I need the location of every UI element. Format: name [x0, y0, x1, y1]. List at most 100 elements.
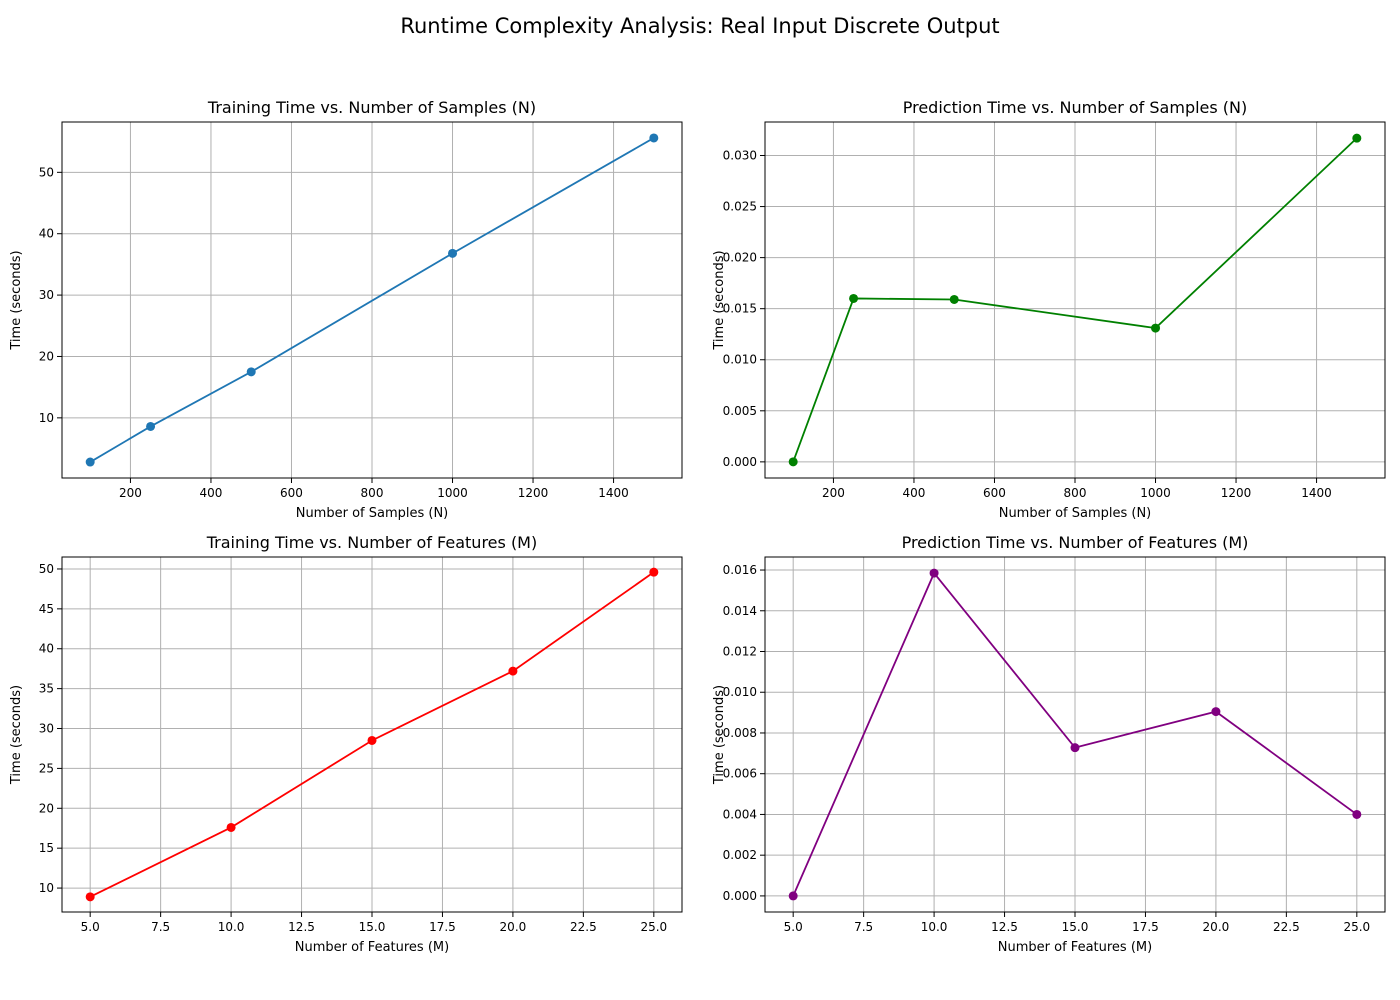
- x-tick-label: 25.0: [1343, 920, 1370, 934]
- data-point: [246, 367, 256, 377]
- chart-title: Training Time vs. Number of Samples (N): [207, 98, 536, 117]
- y-tick-label: 0.008: [723, 726, 757, 740]
- y-tick-label: 40: [39, 227, 54, 241]
- x-tick-label: 20.0: [500, 920, 527, 934]
- data-point: [85, 892, 95, 902]
- data-point: [448, 248, 458, 258]
- chart-title: Training Time vs. Number of Features (M): [206, 533, 537, 552]
- y-tick-label: 0.006: [723, 767, 757, 781]
- x-tick-label: 5.0: [81, 920, 100, 934]
- x-tick-label: 17.5: [429, 920, 456, 934]
- x-tick-label: 12.5: [991, 920, 1018, 934]
- data-point: [649, 133, 659, 143]
- x-tick-label: 7.5: [854, 920, 873, 934]
- data-point: [508, 666, 518, 676]
- chart-panel-1: 200 400 600 800 1000 1200 1400 10 20 30 40 50 Traini…: [9, 98, 683, 521]
- x-tick-label: 200: [822, 486, 845, 500]
- x-tick-label: 400: [200, 486, 223, 500]
- chart-title: Prediction Time vs. Number of Features (…: [902, 533, 1249, 552]
- data-point: [788, 457, 798, 467]
- y-tick-label: 30: [39, 288, 54, 302]
- chart-title: Prediction Time vs. Number of Samples (N…: [903, 98, 1248, 117]
- data-point: [1352, 133, 1362, 143]
- axes-frame: [61, 556, 683, 913]
- x-tick-label: 800: [361, 486, 384, 500]
- x-tick-label: 1400: [598, 486, 629, 500]
- y-tick-label: 20: [39, 349, 54, 363]
- y-tick-label: 10: [39, 881, 54, 895]
- x-tick-label: 12.5: [288, 920, 315, 934]
- y-tick-label: 0.020: [723, 251, 757, 265]
- x-tick-label: 10.0: [218, 920, 245, 934]
- x-tick-label: 17.5: [1132, 920, 1159, 934]
- y-tick-label: 40: [39, 642, 54, 656]
- axes-frame: [764, 556, 1386, 913]
- y-axis-label: Time (seconds): [712, 685, 727, 785]
- y-tick-label: 0.030: [723, 148, 757, 162]
- y-tick-label: 0.025: [723, 200, 757, 214]
- y-tick-label: 30: [39, 722, 54, 736]
- x-tick-label: 400: [903, 486, 926, 500]
- x-tick-label: 1200: [518, 486, 549, 500]
- data-point: [85, 457, 95, 467]
- x-tick-label: 600: [280, 486, 303, 500]
- y-tick-label: 10: [39, 411, 54, 425]
- x-axis-label: Number of Samples (N): [999, 506, 1152, 521]
- data-point: [788, 891, 798, 901]
- x-tick-label: 25.0: [640, 920, 667, 934]
- data-point: [226, 822, 236, 832]
- x-tick-label: 1000: [1140, 486, 1171, 500]
- y-tick-label: 0.000: [723, 889, 757, 903]
- x-tick-label: 7.5: [151, 920, 170, 934]
- x-axis-label: Number of Features (M): [295, 940, 449, 955]
- x-tick-label: 200: [119, 486, 142, 500]
- figure-title: Runtime Complexity Analysis: Real Input …: [400, 14, 1000, 38]
- data-point: [649, 567, 659, 577]
- y-tick-label: 0.012: [723, 645, 757, 659]
- y-tick-label: 35: [39, 682, 54, 696]
- x-tick-label: 15.0: [1062, 920, 1089, 934]
- y-axis-label: Time (seconds): [9, 250, 24, 350]
- y-tick-label: 0.014: [723, 604, 757, 618]
- y-tick-label: 50: [39, 165, 54, 179]
- x-tick-label: 1200: [1221, 486, 1252, 500]
- x-tick-label: 10.0: [921, 920, 948, 934]
- axes-frame: [61, 121, 683, 479]
- x-tick-label: 15.0: [359, 920, 386, 934]
- y-tick-label: 25: [39, 761, 54, 775]
- y-tick-label: 50: [39, 562, 54, 576]
- axes-frame: [764, 121, 1386, 479]
- y-tick-label: 0.005: [723, 404, 757, 418]
- y-tick-label: 0.015: [723, 302, 757, 316]
- y-axis-label: Time (seconds): [9, 685, 24, 785]
- data-point: [949, 294, 959, 304]
- y-tick-label: 20: [39, 801, 54, 815]
- data-point: [367, 735, 377, 745]
- x-tick-label: 20.0: [1203, 920, 1230, 934]
- data-point: [1070, 743, 1080, 753]
- x-tick-label: 800: [1064, 486, 1087, 500]
- data-point: [1151, 323, 1161, 333]
- data-point: [1352, 809, 1362, 819]
- y-tick-label: 45: [39, 602, 54, 616]
- x-tick-label: 22.5: [1273, 920, 1300, 934]
- y-axis-label: Time (seconds): [712, 250, 727, 350]
- chart-panel-4: 5.0 7.5 10.0 12.5 15.0 17.5 20.0 22.5 25.0 0.000 0…: [712, 533, 1386, 955]
- chart-panel-3: 5.0 7.5 10.0 12.5 15.0 17.5 20.0 22.5 25.0 10 15 20…: [9, 533, 683, 955]
- x-tick-label: 600: [983, 486, 1006, 500]
- y-tick-label: 0.000: [723, 455, 757, 469]
- data-point: [929, 568, 939, 578]
- y-tick-label: 15: [39, 841, 54, 855]
- x-axis-label: Number of Features (M): [998, 940, 1152, 955]
- y-tick-label: 0.010: [723, 353, 757, 367]
- chart-panel-2: 200 400 600 800 1000 1200 1400 0.000 0.005 0.010 0…: [712, 98, 1386, 521]
- y-tick-label: 0.002: [723, 848, 757, 862]
- y-tick-label: 0.010: [723, 685, 757, 699]
- x-tick-label: 1000: [437, 486, 468, 500]
- y-tick-label: 0.016: [723, 563, 757, 577]
- x-tick-label: 22.5: [570, 920, 597, 934]
- x-tick-label: 1400: [1301, 486, 1332, 500]
- x-tick-label: 5.0: [784, 920, 803, 934]
- x-axis-label: Number of Samples (N): [296, 506, 449, 521]
